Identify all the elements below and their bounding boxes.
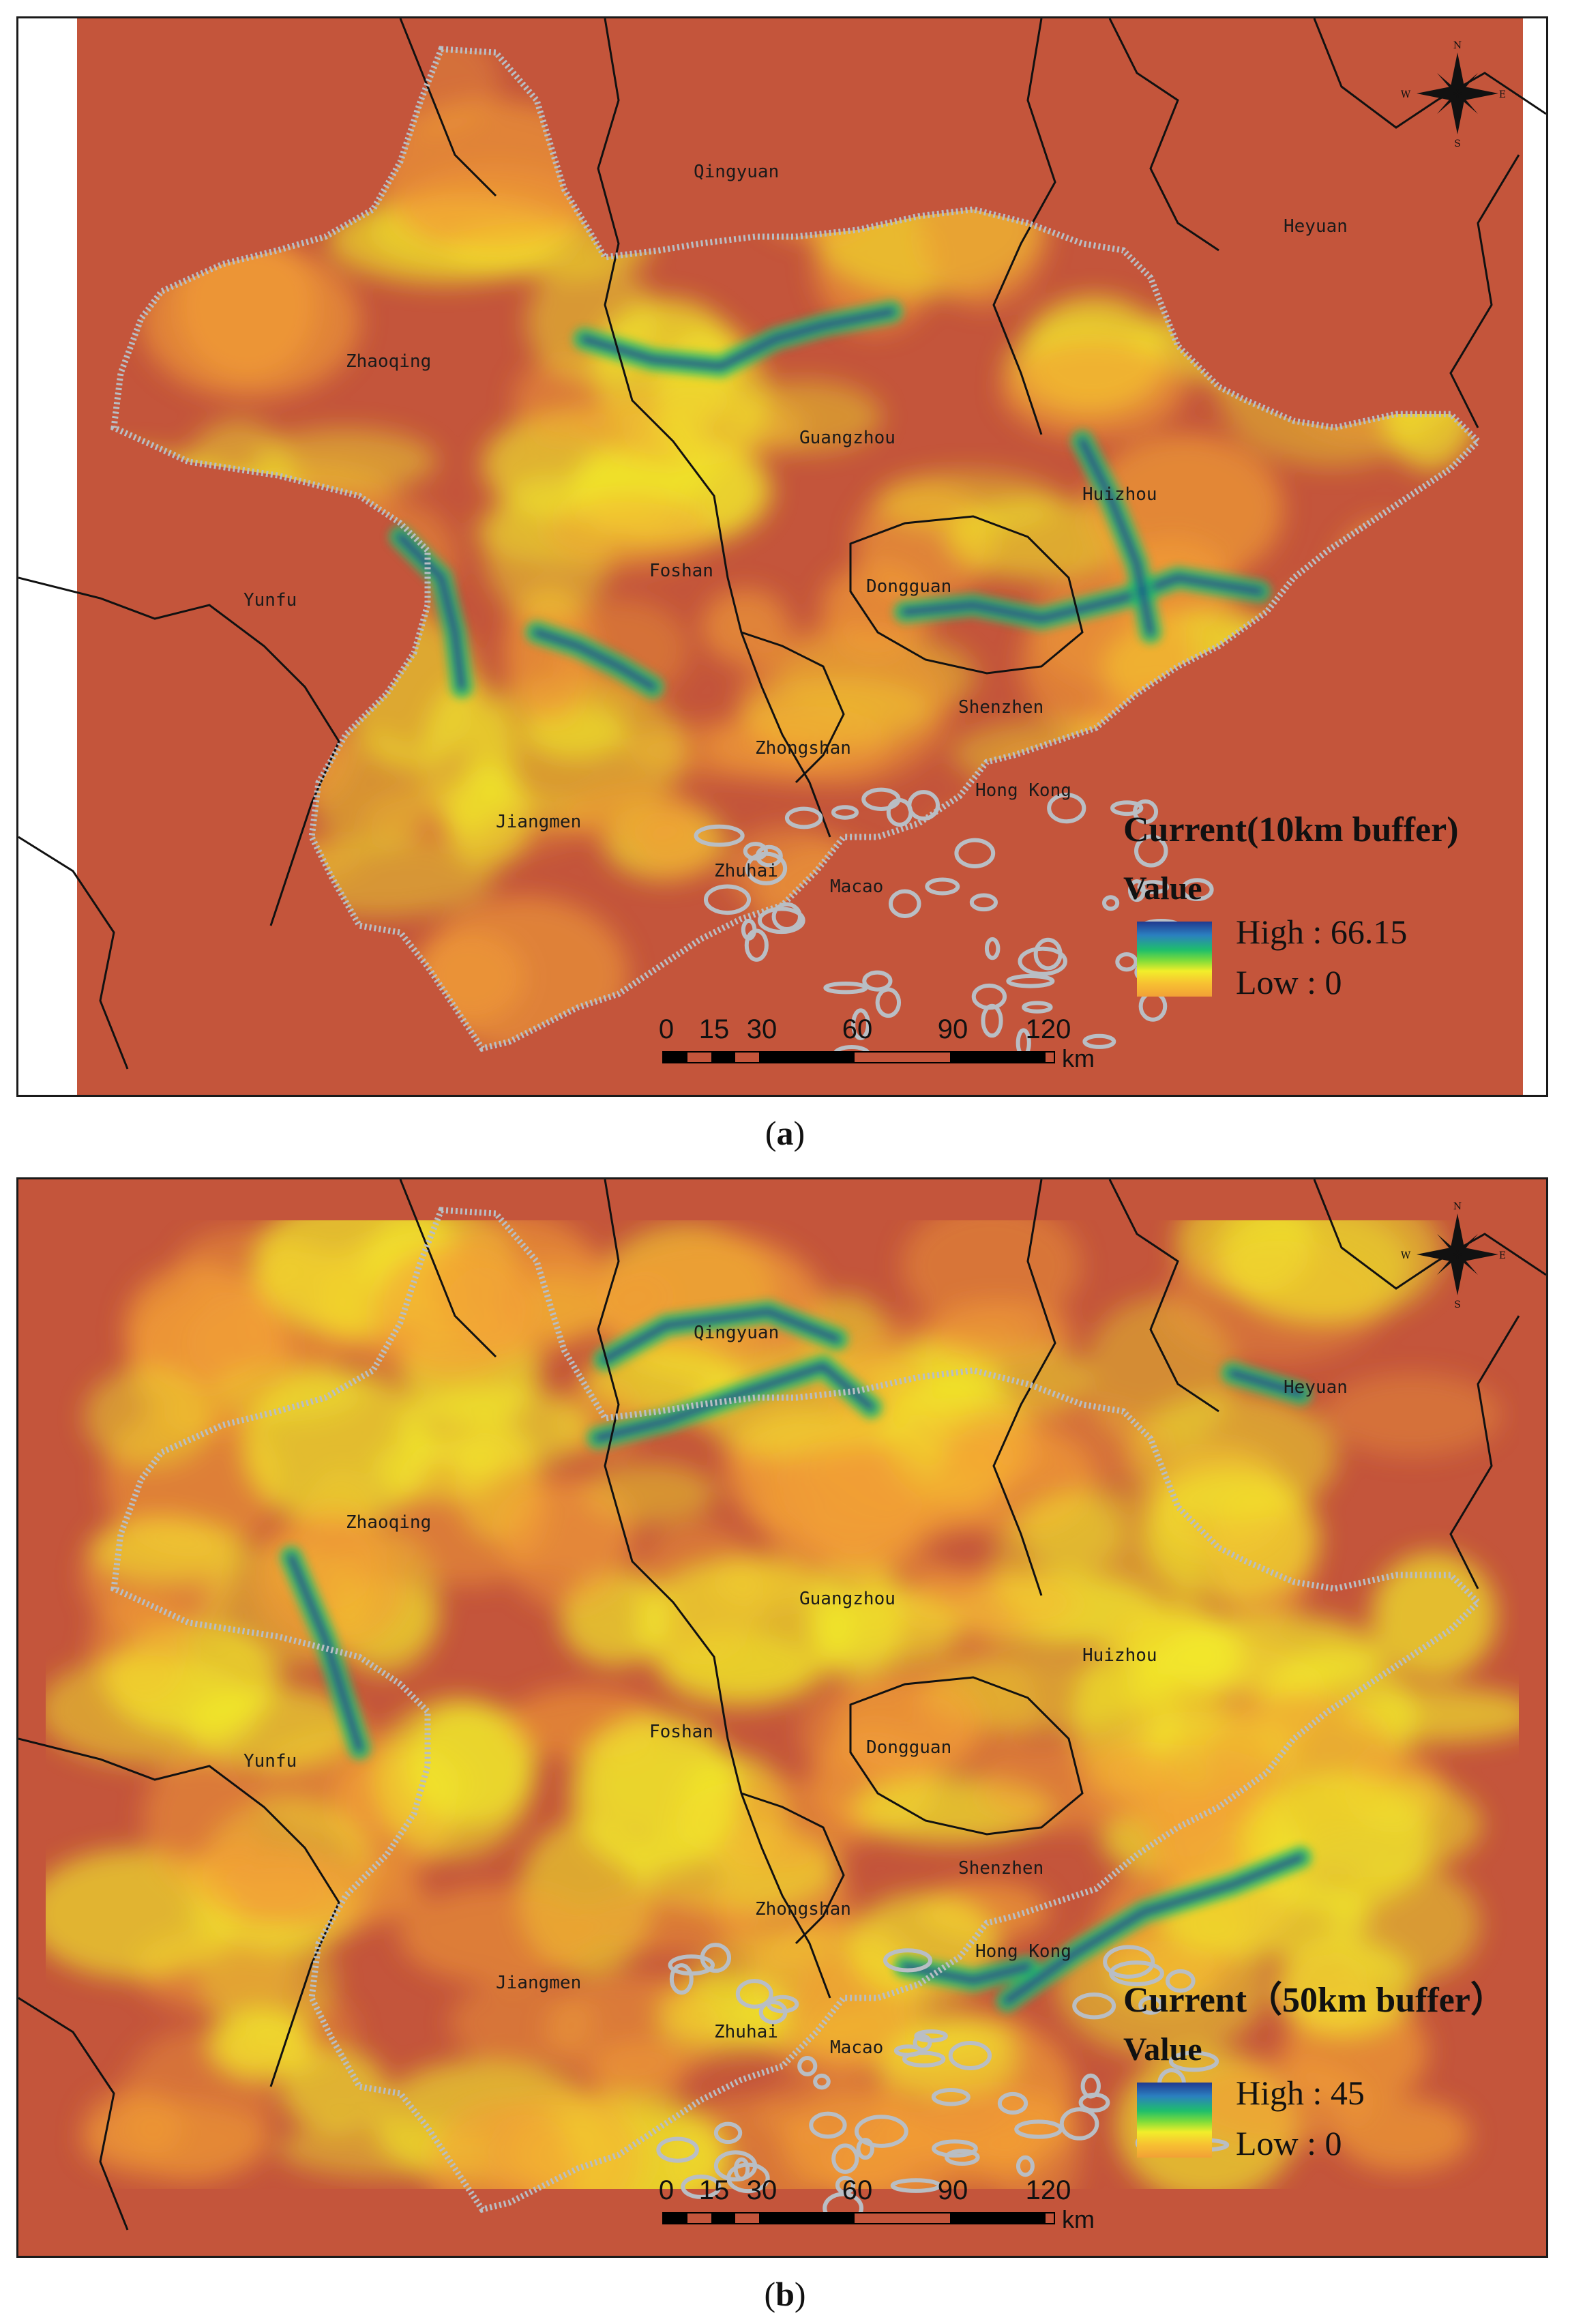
study-area-outline (110, 1207, 1483, 2213)
legend-high: High : 45 (1236, 2074, 1365, 2112)
scale-unit: km (1062, 2205, 1095, 2233)
compass-label-e: E (1499, 89, 1506, 100)
caption-a: (a) (765, 1114, 805, 1152)
high-current-corridors (280, 1300, 1312, 2012)
compass-label-w: W (1401, 89, 1411, 100)
place-label-heyuan: Heyuan (1284, 216, 1348, 237)
admin-boundaries (18, 1179, 1546, 2231)
map-canvas: N S E W (18, 1179, 1546, 2256)
compass-label-n: N (1453, 40, 1462, 51)
place-label-jiangmen: Jiangmen (496, 1973, 582, 1993)
legend-subtitle: Value (1123, 2031, 1202, 2068)
place-label-dongguan: Dongguan (866, 1737, 952, 1758)
place-label-zhaoqing: Zhaoqing (346, 351, 432, 372)
legend-low: Low : 0 (1236, 2124, 1342, 2162)
place-label-hong-kong: Hong Kong (975, 1941, 1071, 1962)
place-label-zhongshan: Zhongshan (755, 738, 851, 759)
legend-color-ramp (1137, 922, 1212, 997)
scale-unit: km (1062, 1044, 1095, 1072)
compass-label-s: S (1454, 138, 1461, 149)
place-label-hong-kong: Hong Kong (975, 780, 1071, 801)
place-label-foshan: Foshan (649, 1722, 713, 1742)
map-panel-a: N S E W Qingyuan Heyuan Zhaoqing Guangzhou Huizh… (16, 16, 1548, 1097)
place-label-dongguan: Dongguan (866, 576, 952, 597)
place-label-zhaoqing: Zhaoqing (346, 1512, 432, 1533)
compass-label-e: E (1499, 1250, 1506, 1261)
place-label-macao: Macao (830, 2038, 884, 2058)
compass-label-w: W (1401, 1250, 1411, 1261)
place-label-macao: Macao (830, 877, 884, 897)
place-label-huizhou: Huizhou (1082, 484, 1157, 505)
scale-tick: 120 (1025, 2175, 1071, 2205)
caption-b: (b) (764, 2275, 806, 2313)
scale-tick: 60 (842, 2175, 873, 2205)
legend-low: Low : 0 (1236, 963, 1342, 1001)
compass-rose: N S E W (1401, 40, 1506, 149)
legend-subtitle: Value (1123, 870, 1202, 907)
place-label-yunfu: Yunfu (243, 590, 297, 611)
compass-label-n: N (1453, 1201, 1462, 1212)
scale-bar-segments (662, 1051, 1055, 1063)
scale-tick: 0 (658, 2175, 675, 2205)
coastal-islands (656, 1943, 1230, 2224)
place-label-guangzhou: Guangzhou (799, 1589, 895, 1609)
scale-tick: 90 (937, 1014, 968, 1044)
study-area-outline (110, 46, 1483, 1053)
place-label-huizhou: Huizhou (1082, 1645, 1157, 1666)
place-label-heyuan: Heyuan (1284, 1377, 1348, 1398)
compass-rose: N S E W (1401, 1201, 1506, 1310)
scale-tick: 30 (746, 2175, 777, 2205)
scale-tick: 120 (1025, 1014, 1071, 1044)
place-label-zhongshan: Zhongshan (755, 1899, 851, 1919)
scale-tick: 0 (658, 1014, 675, 1044)
place-label-zhuhai: Zhuhai (714, 861, 778, 881)
legend-color-ramp (1137, 2083, 1212, 2158)
place-label-yunfu: Yunfu (243, 1751, 297, 1771)
high-current-corridors (389, 300, 1271, 698)
scale-bar-segments (662, 2212, 1055, 2224)
place-label-zhuhai: Zhuhai (714, 2022, 778, 2042)
place-label-jiangmen: Jiangmen (496, 812, 582, 832)
place-label-qingyuan: Qingyuan (694, 1323, 780, 1343)
place-label-guangzhou: Guangzhou (799, 428, 895, 448)
place-label-foshan: Foshan (649, 561, 713, 581)
place-label-shenzhen: Shenzhen (958, 697, 1044, 718)
map-panel-b: N S E W Qingyuan Heyuan Zhaoqing Guangzhou Huizh… (16, 1177, 1548, 2258)
scale-tick: 30 (746, 1014, 777, 1044)
scale-tick: 60 (842, 1014, 873, 1044)
legend-title: Current（50km buffer） (1123, 1981, 1506, 2020)
scale-tick: 15 (698, 2175, 730, 2205)
scale-tick: 90 (937, 2175, 968, 2205)
place-label-shenzhen: Shenzhen (958, 1858, 1044, 1879)
legend-title: Current(10km buffer) (1123, 810, 1459, 849)
map-canvas: N S E W (18, 18, 1546, 1095)
scale-tick: 15 (698, 1014, 730, 1044)
compass-label-s: S (1454, 1299, 1461, 1310)
admin-boundaries (18, 18, 1546, 1070)
legend-high: High : 66.15 (1236, 913, 1408, 951)
place-label-qingyuan: Qingyuan (694, 162, 780, 182)
